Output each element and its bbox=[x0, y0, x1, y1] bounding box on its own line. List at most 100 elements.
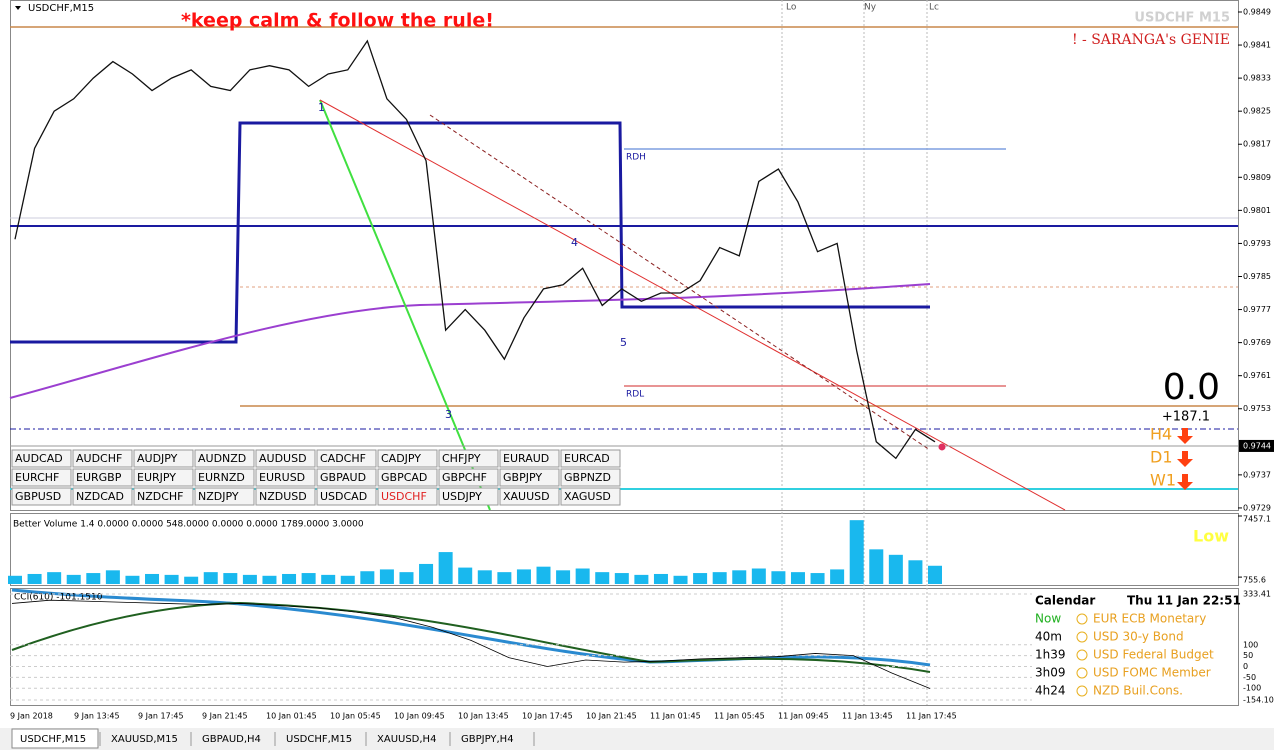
symbol-button[interactable] bbox=[255, 449, 316, 468]
symbol-button[interactable] bbox=[133, 487, 194, 506]
tab[interactable] bbox=[103, 729, 189, 748]
y-tick-label: 7457.1 bbox=[1243, 515, 1271, 524]
symbol-label[interactable]: CADCHF bbox=[320, 452, 366, 465]
symbol-button[interactable] bbox=[72, 449, 133, 468]
x-tick-label: 11 Jan 17:45 bbox=[906, 712, 957, 721]
y-tick-label: 333.41 bbox=[1243, 590, 1271, 599]
x-tick-label: 11 Jan 05:45 bbox=[714, 712, 765, 721]
tab[interactable] bbox=[453, 729, 532, 748]
symbol-label[interactable]: EURJPY bbox=[137, 471, 176, 484]
symbol-label[interactable]: USDCHF bbox=[381, 490, 427, 503]
event-name: EUR ECB Monetary bbox=[1093, 612, 1206, 626]
symbol-label[interactable]: AUDCHF bbox=[76, 452, 122, 465]
y-tick-label: 0.9793 bbox=[1243, 239, 1271, 248]
symbol-button[interactable] bbox=[133, 468, 194, 487]
volume-bar bbox=[27, 573, 42, 584]
symbol-button[interactable] bbox=[72, 487, 133, 506]
symbol-label[interactable]: XAUUSD bbox=[503, 490, 550, 503]
x-tick-label: 10 Jan 09:45 bbox=[394, 712, 445, 721]
volume-bar bbox=[360, 571, 375, 584]
volume-bar bbox=[223, 573, 238, 584]
symbol-label[interactable]: NZDJPY bbox=[198, 490, 239, 503]
symbol-label[interactable]: XAGUSD bbox=[564, 490, 611, 503]
signal-value: 0.0 bbox=[1163, 367, 1220, 408]
symbol-button[interactable] bbox=[255, 468, 316, 487]
symbol-button[interactable] bbox=[194, 449, 255, 468]
symbol-button[interactable] bbox=[499, 449, 560, 468]
symbol-label[interactable]: EURCAD bbox=[564, 452, 610, 465]
symbol-button[interactable] bbox=[11, 468, 72, 487]
symbol-label[interactable]: AUDNZD bbox=[198, 452, 246, 465]
symbol-label[interactable]: EURGBP bbox=[76, 471, 122, 484]
volume-bar bbox=[849, 520, 864, 584]
tab-label[interactable]: USDCHF,M15 bbox=[20, 734, 86, 745]
tab-label[interactable]: USDCHF,M15 bbox=[286, 734, 352, 745]
trend-line bbox=[319, 99, 1066, 511]
symbol-button[interactable] bbox=[194, 468, 255, 487]
tab[interactable] bbox=[369, 729, 448, 748]
symbol-button[interactable] bbox=[255, 487, 316, 506]
symbol-button[interactable] bbox=[316, 487, 377, 506]
symbol-label[interactable]: NZDCHF bbox=[137, 490, 184, 503]
y-tick-label: 0.9729 bbox=[1243, 503, 1271, 512]
tab-label[interactable]: XAUUSD,H4 bbox=[377, 734, 436, 745]
symbol-label[interactable]: CHFJPY bbox=[442, 452, 481, 465]
x-tick-label: 10 Jan 17:45 bbox=[522, 712, 573, 721]
symbol-button[interactable] bbox=[377, 449, 438, 468]
symbol-label[interactable]: GBPJPY bbox=[503, 471, 542, 484]
volume-bar bbox=[810, 573, 825, 584]
symbol-button[interactable] bbox=[560, 468, 621, 487]
symbol-label[interactable]: GBPCHF bbox=[442, 471, 487, 484]
symbol-label[interactable]: GBPUSD bbox=[15, 490, 61, 503]
symbol-button[interactable] bbox=[316, 468, 377, 487]
tab-label[interactable]: GBPJPY,H4 bbox=[461, 734, 514, 745]
symbol-button[interactable] bbox=[11, 449, 72, 468]
symbol-button[interactable] bbox=[316, 449, 377, 468]
symbol-button[interactable] bbox=[194, 487, 255, 506]
symbol-label[interactable]: AUDJPY bbox=[137, 452, 178, 465]
symbol-label[interactable]: GBPAUD bbox=[320, 471, 366, 484]
tab[interactable] bbox=[278, 729, 364, 748]
symbol-label[interactable]: AUDCAD bbox=[15, 452, 63, 465]
tab-label[interactable]: GBPAUD,H4 bbox=[202, 734, 261, 745]
symbol-label[interactable]: EURCHF bbox=[15, 471, 59, 484]
session-label: Ny bbox=[864, 3, 877, 13]
event-time: Now bbox=[1035, 612, 1061, 626]
symbol-button[interactable] bbox=[438, 487, 499, 506]
symbol-label[interactable]: GBPCAD bbox=[381, 471, 427, 484]
cci-label: CCI(610) -101.1510 bbox=[14, 593, 103, 603]
symbol-button[interactable] bbox=[560, 449, 621, 468]
symbol-button[interactable] bbox=[499, 487, 560, 506]
volume-bar bbox=[477, 570, 492, 584]
symbol-button[interactable] bbox=[377, 468, 438, 487]
symbol-label[interactable]: EURUSD bbox=[259, 471, 305, 484]
symbol-button[interactable] bbox=[377, 487, 438, 506]
symbol-button[interactable] bbox=[133, 449, 194, 468]
symbol-label[interactable]: NZDUSD bbox=[259, 490, 307, 503]
volume-bar bbox=[8, 575, 22, 584]
calendar-datetime: Thu 11 Jan 22:51 bbox=[1127, 594, 1241, 608]
y-tick-label: 0.9737 bbox=[1243, 470, 1271, 479]
symbol-button[interactable] bbox=[72, 468, 133, 487]
symbol-button[interactable] bbox=[438, 468, 499, 487]
symbol-button[interactable] bbox=[560, 487, 621, 506]
symbol-label[interactable]: USDCAD bbox=[320, 490, 367, 503]
symbol-label[interactable]: EURAUD bbox=[503, 452, 549, 465]
event-time: 40m bbox=[1035, 630, 1062, 644]
symbol-label[interactable]: GBPNZD bbox=[564, 471, 611, 484]
symbol-label[interactable]: EURNZD bbox=[198, 471, 245, 484]
symbol-label[interactable]: NZDCAD bbox=[76, 490, 124, 503]
tab[interactable] bbox=[11, 728, 99, 749]
tab[interactable] bbox=[194, 729, 273, 748]
symbol-label[interactable]: USDJPY bbox=[442, 490, 482, 503]
symbol-button[interactable] bbox=[11, 487, 72, 506]
symbol-label[interactable]: CADJPY bbox=[381, 452, 421, 465]
symbol-button[interactable] bbox=[438, 449, 499, 468]
event-icon bbox=[1076, 613, 1088, 625]
volume-bar bbox=[869, 549, 884, 584]
tab-label[interactable]: XAUUSD,M15 bbox=[111, 734, 178, 745]
event-time: 4h24 bbox=[1035, 684, 1066, 698]
down-arrow bbox=[1177, 451, 1193, 467]
symbol-button[interactable] bbox=[499, 468, 560, 487]
symbol-label[interactable]: AUDUSD bbox=[259, 452, 307, 465]
